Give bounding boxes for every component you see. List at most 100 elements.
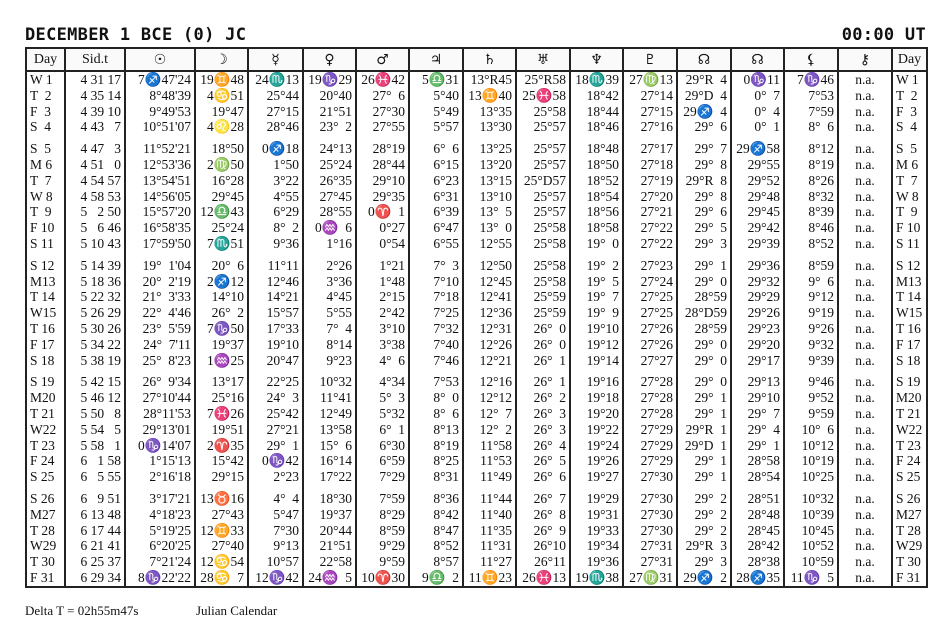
cell-lilith: 7°59: [783, 103, 839, 120]
cell-pluto: 27°20: [622, 188, 678, 205]
cell-pluto: 27°22: [622, 220, 678, 236]
cell-saturn: 11°44: [462, 490, 517, 507]
cell-lilith: 9°46: [783, 374, 839, 391]
group-spacer: [25, 251, 928, 258]
cell-uranus: 26° 3: [515, 405, 571, 422]
cell-venus: 21°51: [302, 538, 357, 555]
saturn-icon: ♄: [462, 48, 517, 72]
cell-mean-node: 29°55: [730, 156, 785, 173]
uranus-icon: ♅: [515, 48, 571, 72]
cell-jupiter: 8° 0: [408, 390, 464, 406]
cell-mercury: 27°21: [247, 421, 304, 438]
cell-mercury: 1°50: [247, 156, 304, 173]
spacer-cell: [676, 135, 732, 142]
spacer-cell: [247, 368, 304, 375]
cell-mean-node: 0° 1: [730, 119, 785, 136]
cell-mars: 0°27: [355, 220, 410, 236]
cell-lilith: 9°32: [783, 336, 839, 353]
cell-day: T 30: [25, 554, 66, 570]
cell-neptune: 18°54: [569, 188, 624, 205]
table-row: S 25 6 5 55 2°16'18 29°15 2°23 17°22 7°29 8°31 1…: [25, 469, 928, 485]
cell-sidereal-time: 4 54 57: [64, 172, 126, 189]
cell-pluto: 27°28: [622, 390, 678, 406]
cell-venus: 19°37: [302, 506, 357, 523]
cell-true-node: 29♐ 2: [676, 569, 732, 587]
cell-mars: 5° 3: [355, 390, 410, 406]
cell-lilith: 10°25: [783, 469, 839, 485]
cell-true-node: 29° 0: [676, 273, 732, 290]
spacer-cell: [462, 368, 517, 375]
cell-day: S 25: [25, 469, 66, 485]
cell-saturn: 12° 7: [462, 405, 517, 422]
cell-mean-node: 0° 7: [730, 87, 785, 104]
cell-sidereal-time: 6 13 48: [64, 506, 126, 523]
cell-jupiter: 7°10: [408, 273, 464, 290]
cell-saturn: 12°26: [462, 336, 517, 353]
cell-saturn: 13° 0: [462, 220, 517, 236]
pluto-icon: ♇: [622, 48, 678, 72]
cell-sun: 27°10'44: [124, 390, 196, 406]
cell-mercury: 25°42: [247, 405, 304, 422]
cell-mercury: 29° 1: [247, 437, 304, 454]
cell-day: T 14: [25, 289, 66, 306]
cell-pluto: 27°30: [622, 506, 678, 523]
spacer-cell: [64, 251, 126, 258]
cell-day: M27: [891, 506, 928, 523]
table-row: T 28 6 17 44 5°19'25 12♊33 7°30 20°44 8°59 8°47…: [25, 522, 928, 539]
cell-day: F 10: [25, 220, 66, 236]
cell-uranus: 26° 9: [515, 522, 571, 539]
cell-saturn: 13°R45: [462, 71, 517, 88]
cell-saturn: 12°41: [462, 289, 517, 306]
cell-venus: 3°36: [302, 273, 357, 290]
spacer-cell: [247, 251, 304, 258]
cell-day: M13: [25, 273, 66, 290]
table-row: T 14 5 22 32 21° 3'33 14°10 14°21 4°45 2°15 7°1…: [25, 289, 928, 306]
cell-venus: 24♒ 5: [302, 569, 357, 587]
cell-saturn: 13°15: [462, 172, 517, 189]
cell-pluto: 27°15: [622, 103, 678, 120]
cell-sidereal-time: 6 21 41: [64, 538, 126, 555]
cell-true-node: 29° 1: [676, 469, 732, 485]
table-row: F 17 5 34 22 24° 7'11 19°37 19°10 8°14 3°38 7°4…: [25, 336, 928, 353]
cell-mercury: 0♐18: [247, 141, 304, 157]
cell-lilith: 9°26: [783, 320, 839, 337]
table-row: W29 6 21 41 6°20'25 27°40 9°13 21°51 9°29 8°52 1…: [25, 538, 928, 555]
spacer-cell: [124, 368, 196, 375]
cell-jupiter: 5°40: [408, 87, 464, 104]
cell-venus: 25°24: [302, 156, 357, 173]
cell-pluto: 27°23: [622, 257, 678, 274]
cell-moon: 4♌28: [194, 119, 249, 136]
cell-jupiter: 8°42: [408, 506, 464, 523]
cell-true-node: 29°D 4: [676, 87, 732, 104]
cell-mean-node: 0° 4: [730, 103, 785, 120]
cell-day: S 4: [891, 119, 928, 136]
cell-pluto: 27°19: [622, 172, 678, 189]
cell-mean-node: 29♐58: [730, 141, 785, 157]
cell-lilith: 10°45: [783, 522, 839, 539]
spacer-cell: [837, 484, 893, 491]
cell-uranus: 25°57: [515, 156, 571, 173]
cell-mean-node: 29°10: [730, 390, 785, 406]
cell-venus: 10°32: [302, 374, 357, 391]
cell-true-node: 29° 1: [676, 257, 732, 274]
spacer-cell: [730, 484, 785, 491]
cell-mercury: 15°57: [247, 305, 304, 321]
cell-lilith: 10°19: [783, 453, 839, 470]
cell-true-node: 29♐ 4: [676, 103, 732, 120]
time-label: 00:00 UT: [841, 25, 926, 45]
table-row: W15 5 26 29 22° 4'46 26° 2 15°57 5°55 2°42 7°25…: [25, 305, 928, 321]
cell-mean-node: 28°54: [730, 469, 785, 485]
spacer-cell: [569, 484, 624, 491]
table-row: M27 6 13 48 4°18'23 27°43 5°47 19°37 8°29 8°42 1…: [25, 506, 928, 523]
cell-jupiter: 6°31: [408, 188, 464, 205]
cell-true-node: 28°59: [676, 320, 732, 337]
spacer-cell: [569, 368, 624, 375]
cell-day: S 19: [25, 374, 66, 391]
cell-mars: 6°59: [355, 453, 410, 470]
cell-true-node: 29° 2: [676, 506, 732, 523]
spacer-cell: [302, 251, 357, 258]
cell-moon: 29°15: [194, 469, 249, 485]
cell-venus: 7° 4: [302, 320, 357, 337]
spacer-cell: [676, 368, 732, 375]
